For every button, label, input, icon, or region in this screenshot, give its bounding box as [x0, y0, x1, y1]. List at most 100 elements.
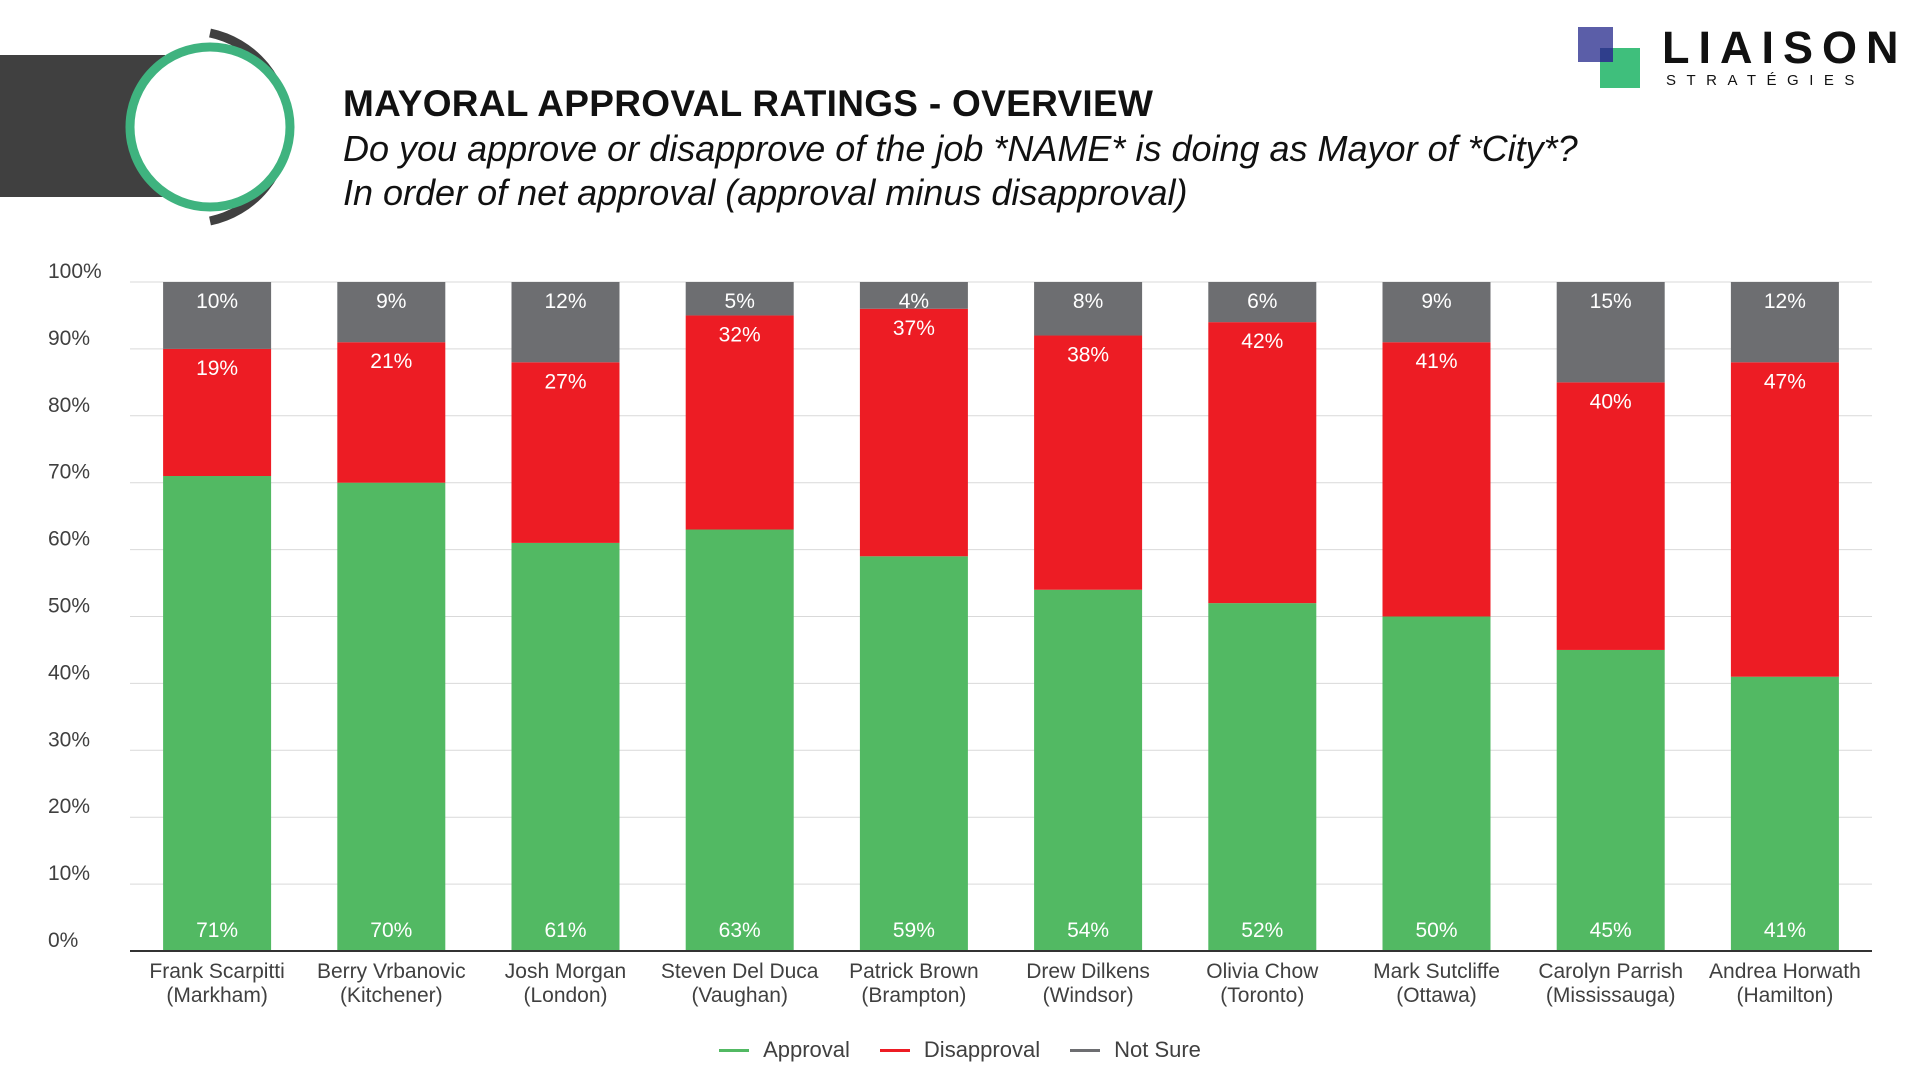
data-label: 32% [719, 323, 761, 346]
y-tick-label: 100% [48, 260, 102, 283]
data-label: 12% [544, 290, 586, 313]
y-tick-label: 20% [48, 795, 90, 818]
legend-label-not-sure: Not Sure [1114, 1037, 1201, 1062]
y-tick-label: 90% [48, 327, 90, 350]
legend-item-not-sure: Not Sure [1070, 1037, 1201, 1063]
x-category-label: Andrea Horwath [1709, 960, 1861, 983]
x-category-label: (Windsor) [1043, 984, 1134, 1007]
data-label: 50% [1415, 919, 1457, 942]
x-category-label: (Markham) [166, 984, 268, 1007]
chart-legend: Approval Disapproval Not Sure [0, 1037, 1920, 1063]
subtitle-order-note: In order of net approval (approval minus… [343, 172, 1188, 213]
bar-disapproval [859, 308, 968, 557]
x-category-label: (Vaughan) [691, 984, 788, 1007]
data-label: 37% [893, 317, 935, 340]
x-category-label: Berry Vrbanovic [317, 960, 466, 983]
subtitle-question: Do you approve or disapprove of the job … [343, 128, 1578, 169]
bar-approval [685, 529, 794, 951]
x-category-label: (Mississauga) [1546, 984, 1676, 1007]
logo-subtitle: STRATÉGIES [1666, 72, 1865, 89]
x-category-label: (Brampton) [861, 984, 966, 1007]
y-tick-label: 80% [48, 394, 90, 417]
legend-item-approval: Approval [719, 1037, 850, 1063]
bar-not-sure [511, 282, 620, 363]
data-label: 12% [1764, 290, 1806, 313]
x-category-label: Mark Sutcliffe [1373, 960, 1500, 983]
bar-not-sure [685, 282, 794, 316]
data-label: 63% [719, 919, 761, 942]
data-label: 15% [1590, 290, 1632, 313]
data-label: 42% [1241, 330, 1283, 353]
x-category-label: Carolyn Parrish [1538, 960, 1683, 983]
bar-disapproval [1556, 382, 1665, 650]
legend-swatch-not-sure [1070, 1048, 1101, 1052]
data-label: 45% [1590, 919, 1632, 942]
bar-approval [511, 542, 620, 951]
liaison-logo: LIAISON STRATÉGIES [1578, 22, 1908, 94]
bar-not-sure [1382, 282, 1491, 343]
bar-disapproval [1034, 335, 1143, 590]
bar-disapproval [163, 348, 272, 477]
bar-approval [163, 476, 272, 951]
data-label: 54% [1067, 919, 1109, 942]
y-tick-label: 10% [48, 862, 90, 885]
bar-approval [337, 482, 446, 951]
data-label: 61% [544, 919, 586, 942]
x-category-label: Josh Morgan [505, 960, 626, 983]
ring-green-circle [125, 42, 295, 212]
bar-approval [1556, 649, 1665, 951]
y-tick-label: 30% [48, 728, 90, 751]
data-label: 71% [196, 919, 238, 942]
bar-disapproval [337, 342, 446, 483]
x-category-label: Patrick Brown [849, 960, 979, 983]
data-label: 70% [370, 919, 412, 942]
data-label: 21% [370, 350, 412, 373]
bar-not-sure [1730, 282, 1839, 363]
data-label: 8% [1073, 290, 1103, 313]
legend-item-disapproval: Disapproval [879, 1037, 1041, 1063]
ring-decoration [125, 28, 295, 226]
x-category-label: (London) [523, 984, 607, 1007]
data-label: 38% [1067, 344, 1109, 367]
bar-not-sure [163, 282, 272, 349]
x-category-label: (Kitchener) [340, 984, 443, 1007]
y-tick-label: 0% [48, 929, 78, 952]
data-label: 5% [725, 290, 755, 313]
bar-disapproval [511, 362, 620, 543]
data-label: 47% [1764, 370, 1806, 393]
logo-wordmark: LIAISON [1662, 22, 1908, 73]
bar-disapproval [1730, 362, 1839, 677]
bar-not-sure [337, 282, 446, 343]
bar-not-sure [1034, 282, 1143, 336]
y-tick-label: 50% [48, 595, 90, 618]
bar-approval [1208, 603, 1317, 951]
y-tick-label: 60% [48, 528, 90, 551]
data-label: 9% [1421, 290, 1451, 313]
legend-swatch-approval [719, 1048, 750, 1052]
bar-approval [1730, 676, 1839, 951]
bar-disapproval [685, 315, 794, 530]
data-label: 6% [1247, 290, 1277, 313]
bar-approval [1034, 589, 1143, 951]
bar-not-sure [1208, 282, 1317, 323]
bar-disapproval [1382, 342, 1491, 617]
logo-square-overlap [1600, 48, 1613, 62]
data-label: 9% [376, 290, 406, 313]
x-category-label: Steven Del Duca [661, 960, 819, 983]
data-label: 41% [1764, 919, 1806, 942]
x-category-label: (Ottawa) [1396, 984, 1477, 1007]
data-label: 59% [893, 919, 935, 942]
data-label: 19% [196, 357, 238, 380]
legend-label-disapproval: Disapproval [923, 1037, 1041, 1062]
x-category-label: (Hamilton) [1736, 984, 1833, 1007]
x-category-label: Drew Dilkens [1026, 960, 1150, 983]
bar-disapproval [1208, 322, 1317, 604]
legend-label-approval: Approval [763, 1037, 850, 1062]
bar-approval [859, 556, 968, 951]
y-tick-label: 70% [48, 461, 90, 484]
data-label: 40% [1590, 390, 1632, 413]
bar-not-sure [859, 282, 968, 309]
x-category-label: (Toronto) [1220, 984, 1304, 1007]
data-label: 10% [196, 290, 238, 313]
